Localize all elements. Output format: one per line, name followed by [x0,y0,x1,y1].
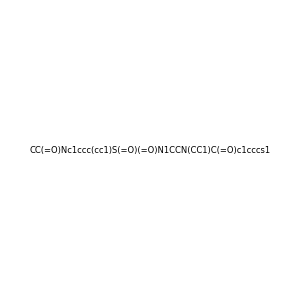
Text: CC(=O)Nc1ccc(cc1)S(=O)(=O)N1CCN(CC1)C(=O)c1cccs1: CC(=O)Nc1ccc(cc1)S(=O)(=O)N1CCN(CC1)C(=O… [29,146,271,154]
